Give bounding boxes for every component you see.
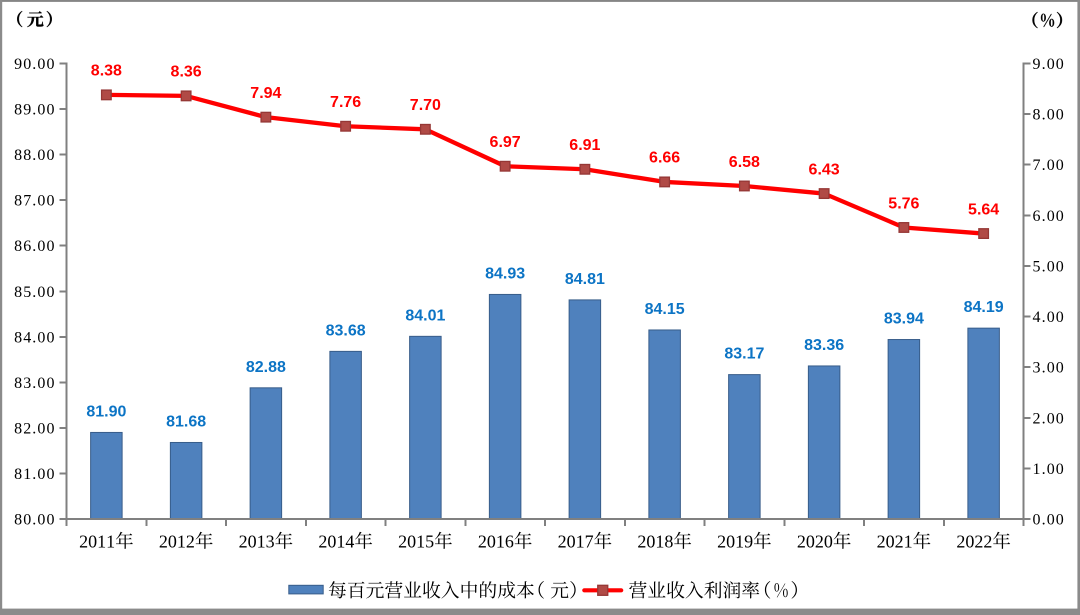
svg-text:80.00: 80.00 xyxy=(14,512,56,529)
svg-text:5.64: 5.64 xyxy=(968,201,999,218)
svg-text:2021: 2021 xyxy=(877,532,913,552)
svg-text:85.00: 85.00 xyxy=(14,284,56,301)
svg-text:82.88: 82.88 xyxy=(246,359,286,376)
svg-text:2017: 2017 xyxy=(558,532,594,552)
svg-text:84.81: 84.81 xyxy=(565,271,605,288)
svg-text:7.00: 7.00 xyxy=(1033,157,1065,174)
svg-text:2012: 2012 xyxy=(159,532,195,552)
svg-text:84.15: 84.15 xyxy=(645,301,685,318)
svg-text:9.00: 9.00 xyxy=(1033,56,1065,73)
svg-text:83.17: 83.17 xyxy=(724,346,764,363)
svg-text:8.38: 8.38 xyxy=(91,63,122,80)
svg-text:81.90: 81.90 xyxy=(86,403,126,420)
svg-text:6.91: 6.91 xyxy=(569,137,600,154)
svg-text:2015: 2015 xyxy=(398,532,434,552)
svg-text:4.00: 4.00 xyxy=(1033,309,1065,326)
svg-text:2011: 2011 xyxy=(79,532,115,552)
svg-text:6.58: 6.58 xyxy=(729,154,760,171)
svg-text:7.76: 7.76 xyxy=(330,94,361,111)
svg-text:3.00: 3.00 xyxy=(1033,360,1065,377)
svg-text:82.00: 82.00 xyxy=(14,420,56,437)
svg-text:7.94: 7.94 xyxy=(250,85,281,102)
svg-text:6.00: 6.00 xyxy=(1033,208,1065,225)
svg-text:84.01: 84.01 xyxy=(405,307,445,324)
svg-text:84.19: 84.19 xyxy=(964,299,1004,316)
svg-text:6.66: 6.66 xyxy=(649,150,680,167)
svg-text:2020: 2020 xyxy=(797,532,833,552)
svg-text:90.00: 90.00 xyxy=(14,56,56,73)
svg-text:2014: 2014 xyxy=(318,532,354,552)
svg-text:86.00: 86.00 xyxy=(14,238,56,255)
svg-text:1.00: 1.00 xyxy=(1033,461,1065,478)
svg-text:2022: 2022 xyxy=(956,532,992,552)
svg-text:8.36: 8.36 xyxy=(171,64,202,81)
svg-text:83.00: 83.00 xyxy=(14,375,56,392)
svg-text:83.68: 83.68 xyxy=(326,322,366,339)
svg-text:6.43: 6.43 xyxy=(809,161,840,178)
svg-text:7.70: 7.70 xyxy=(410,97,441,114)
svg-text:87.00: 87.00 xyxy=(14,193,56,210)
svg-text:2013: 2013 xyxy=(239,532,275,552)
svg-text:2016: 2016 xyxy=(478,532,514,552)
svg-text:84.93: 84.93 xyxy=(485,265,525,282)
svg-text:89.00: 89.00 xyxy=(14,102,56,119)
svg-text:84.00: 84.00 xyxy=(14,329,56,346)
svg-text:88.00: 88.00 xyxy=(14,147,56,164)
svg-text:6.97: 6.97 xyxy=(490,134,521,151)
svg-text:5.76: 5.76 xyxy=(888,195,919,212)
svg-text:2018: 2018 xyxy=(637,532,673,552)
svg-text:0.00: 0.00 xyxy=(1033,512,1065,529)
svg-text:8.00: 8.00 xyxy=(1033,107,1065,124)
svg-text:83.94: 83.94 xyxy=(884,311,924,328)
svg-text:2.00: 2.00 xyxy=(1033,410,1065,427)
svg-text:5.00: 5.00 xyxy=(1033,258,1065,275)
svg-text:81.68: 81.68 xyxy=(166,413,206,430)
svg-text:2019: 2019 xyxy=(717,532,753,552)
svg-text:81.00: 81.00 xyxy=(14,466,56,483)
svg-text:83.36: 83.36 xyxy=(804,337,844,354)
